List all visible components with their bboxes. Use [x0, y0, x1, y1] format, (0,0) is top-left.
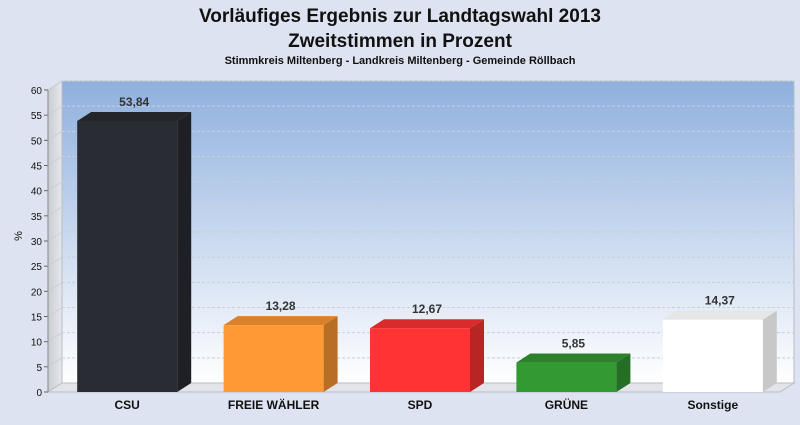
- grid-line-side: [47, 206, 63, 217]
- chart-caption: Stimmkreis Miltenberg - Landkreis Milten…: [225, 55, 576, 67]
- bar-side: [177, 112, 192, 392]
- y-tick-label: 20: [31, 287, 43, 298]
- bar-front: [516, 362, 617, 392]
- y-tick-label: 35: [31, 212, 43, 223]
- grid-line-side: [47, 281, 63, 292]
- data-label: 13,28: [266, 299, 296, 313]
- y-tick-label: 55: [31, 111, 43, 122]
- bar-top: [77, 112, 192, 122]
- bar: [662, 310, 777, 392]
- grid-line-side: [47, 231, 63, 242]
- bar-side: [616, 353, 631, 392]
- x-tick-label: FREIE WÄHLER: [228, 397, 320, 412]
- y-tick-label: 60: [31, 86, 43, 97]
- bar-top: [662, 310, 777, 320]
- grid-line-side: [47, 156, 63, 166]
- grid-line-side: [47, 256, 63, 267]
- y-tick-label: 5: [36, 363, 42, 374]
- grid-line-side: [47, 80, 63, 91]
- y-tick-label: 25: [31, 262, 43, 273]
- x-tick-label: GRÜNE: [545, 397, 588, 412]
- data-label: 14,37: [705, 294, 735, 308]
- bar-top: [370, 319, 484, 329]
- grid-line-side: [47, 181, 63, 192]
- bar-front: [223, 325, 324, 392]
- bar: [370, 319, 484, 392]
- bar: [223, 316, 338, 392]
- x-tick-label: SPD: [408, 398, 433, 412]
- bar-side: [323, 316, 338, 392]
- x-tick-label: CSU: [115, 398, 140, 412]
- bar-top: [223, 316, 338, 326]
- bar-side: [762, 310, 777, 392]
- data-label: 5,85: [562, 337, 586, 351]
- y-tick-label: 15: [31, 313, 43, 324]
- y-tick-label: 40: [31, 187, 43, 198]
- grid-line-side: [47, 130, 63, 141]
- y-axis-label: %: [13, 231, 25, 241]
- bar-top: [516, 353, 631, 363]
- bar: [77, 112, 192, 392]
- data-label: 53,84: [119, 95, 149, 109]
- chart-subtitle: Zweitstimmen in Prozent: [288, 31, 512, 52]
- y-tick-label: 30: [31, 237, 43, 248]
- bar: [516, 353, 631, 392]
- x-tick-label: Sonstige: [687, 398, 738, 412]
- bar-front: [662, 319, 763, 392]
- y-tick-label: 0: [36, 388, 42, 399]
- y-tick-label: 50: [31, 136, 43, 147]
- bar-front: [77, 121, 178, 392]
- plot-area: 0 5 10 15 20 25 30 35 40 45 50 55 60 53,84 CSU 13,28 FRE…: [31, 80, 796, 412]
- bar-front: [370, 328, 470, 392]
- grid-line-side: [47, 332, 63, 343]
- chart-title: Vorläufiges Ergebnis zur Landtagswahl 20…: [199, 6, 601, 27]
- y-tick-label: 10: [31, 338, 43, 349]
- grid-line-side: [47, 105, 63, 116]
- grid-line-side: [47, 307, 63, 317]
- y-tick-label: 45: [31, 162, 43, 173]
- grid-line-side: [47, 357, 63, 368]
- data-label: 12,67: [412, 302, 442, 316]
- bar-side: [470, 319, 484, 392]
